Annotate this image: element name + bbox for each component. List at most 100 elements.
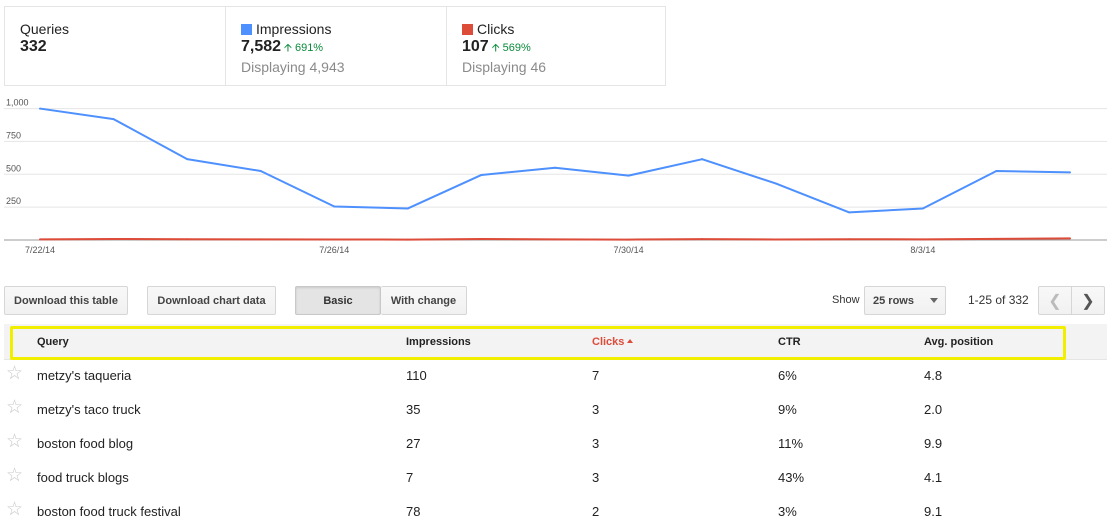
download-chart-data-button[interactable]: Download chart data — [147, 286, 276, 315]
data-point-clicks[interactable] — [848, 238, 851, 241]
previous-page-button[interactable]: ❮ — [1038, 286, 1072, 315]
data-point-impressions[interactable] — [554, 166, 556, 169]
data-point-clicks[interactable] — [1069, 237, 1071, 240]
star-icon[interactable]: ☆ — [6, 465, 24, 486]
show-label: Show — [832, 294, 860, 306]
clicks-value: 107 — [462, 38, 489, 55]
data-point-impressions[interactable] — [480, 173, 483, 176]
cell-query[interactable]: food truck blogs — [37, 470, 129, 485]
cell-impressions: 35 — [406, 402, 421, 417]
cell-ctr: 11% — [778, 436, 804, 451]
column-header-impressions[interactable]: Impressions — [406, 336, 471, 348]
data-point-impressions[interactable] — [186, 158, 189, 161]
data-point-clicks[interactable] — [333, 238, 336, 241]
chevron-right-icon: ❯ — [1081, 292, 1095, 310]
column-header-ctr[interactable]: CTR — [778, 336, 801, 348]
chevron-left-icon: ❮ — [1048, 292, 1062, 310]
data-point-impressions[interactable] — [259, 170, 262, 172]
impressions-change: 691% — [294, 42, 324, 54]
cell-ctr: 43% — [778, 470, 805, 485]
data-point-impressions[interactable] — [112, 118, 115, 121]
data-point-clicks[interactable] — [627, 238, 630, 241]
data-point-clicks[interactable] — [259, 238, 262, 241]
data-point-impressions[interactable] — [627, 174, 630, 177]
table-header — [4, 324, 1107, 360]
cell-query[interactable]: metzy's taqueria — [37, 368, 132, 383]
data-point-impressions[interactable] — [701, 158, 704, 161]
data-point-clicks[interactable] — [186, 238, 189, 241]
impressions-color-swatch — [241, 23, 252, 35]
cell-query[interactable]: metzy's taco truck — [37, 402, 141, 417]
x-tick-label: 7/26/14 — [319, 245, 349, 255]
data-point-clicks[interactable] — [701, 238, 704, 241]
x-tick-label: 8/3/14 — [910, 245, 935, 255]
table-row[interactable]: ☆ metzy's taqueria 110 7 6% 4.8 — [0, 359, 1115, 393]
star-icon[interactable]: ☆ — [6, 499, 24, 520]
cell-impressions: 7 — [406, 470, 414, 485]
view-mode-toggle: Basic With change — [295, 286, 467, 315]
cell-impressions: 110 — [406, 368, 427, 383]
data-point-impressions[interactable] — [39, 107, 41, 110]
cell-clicks: 3 — [592, 402, 600, 417]
column-header-query[interactable]: Query — [37, 336, 69, 348]
data-point-impressions[interactable] — [774, 182, 777, 185]
impressions-stat-card[interactable]: Impressions 7,582 🡩 691% Displaying 4,943 — [225, 6, 447, 86]
cell-ctr: 9% — [778, 402, 797, 417]
star-icon[interactable]: ☆ — [6, 431, 24, 452]
arrow-up-icon: 🡩 — [284, 42, 292, 54]
clicks-stat-card[interactable]: Clicks 107 🡩 569% Displaying 46 — [446, 6, 666, 86]
clicks-displaying: Displaying 46 — [462, 59, 547, 75]
header-highlight-annotation — [10, 326, 1066, 360]
y-tick-label: 1,000 — [6, 98, 29, 108]
cell-impressions: 78 — [406, 504, 421, 519]
y-tick-label: 500 — [6, 163, 21, 173]
next-page-button[interactable]: ❯ — [1071, 286, 1105, 315]
data-point-clicks[interactable] — [112, 237, 115, 240]
basic-view-button[interactable]: Basic — [295, 286, 381, 315]
y-tick-label: 750 — [6, 130, 21, 140]
arrow-up-icon: 🡩 — [491, 42, 500, 54]
data-point-clicks[interactable] — [921, 238, 924, 241]
cell-position: 2.0 — [924, 402, 943, 417]
cell-clicks: 3 — [592, 436, 600, 451]
star-icon[interactable]: ☆ — [6, 363, 24, 384]
data-point-clicks[interactable] — [39, 238, 41, 241]
data-point-impressions[interactable] — [848, 211, 851, 214]
queries-stat-card[interactable]: Queries 332 — [4, 6, 226, 86]
rows-per-page-select[interactable]: 25 rows — [864, 286, 946, 315]
cell-position: 9.9 — [924, 436, 943, 451]
data-point-impressions[interactable] — [995, 170, 998, 172]
column-header-avg-position[interactable]: Avg. position — [924, 336, 994, 348]
data-point-clicks[interactable] — [774, 238, 777, 241]
data-point-impressions[interactable] — [1069, 171, 1071, 174]
queries-label: Queries — [20, 21, 70, 37]
y-tick-label: 250 — [6, 196, 21, 206]
with-change-view-button[interactable]: With change — [381, 286, 467, 315]
rows-per-page-value: 25 rows — [873, 294, 914, 307]
impressions-label: Impressions — [256, 21, 332, 37]
pagination-range: 1-25 of 332 — [968, 293, 1029, 307]
data-point-clicks[interactable] — [554, 238, 556, 241]
data-point-clicks[interactable] — [995, 237, 998, 240]
x-tick-label: 7/30/14 — [614, 245, 644, 255]
data-point-impressions[interactable] — [921, 207, 924, 210]
table-row[interactable]: ☆ boston food blog 27 3 11% 9.9 — [0, 427, 1115, 461]
cell-query[interactable]: boston food truck festival — [37, 504, 181, 519]
data-point-impressions[interactable] — [333, 205, 336, 208]
cell-ctr: 3% — [778, 504, 797, 519]
table-row[interactable]: ☆ metzy's taco truck 35 3 9% 2.0 — [0, 393, 1115, 427]
data-point-clicks[interactable] — [480, 237, 483, 240]
download-table-button[interactable]: Download this table — [4, 286, 128, 315]
clicks-label: Clicks — [477, 21, 515, 37]
column-header-clicks[interactable]: Clicks — [592, 336, 634, 348]
impressions-value: 7,582 — [241, 38, 282, 55]
cell-query[interactable]: boston food blog — [37, 436, 134, 451]
table-row[interactable]: ☆ food truck blogs 7 3 43% 4.1 — [0, 461, 1115, 495]
star-icon[interactable]: ☆ — [6, 397, 24, 418]
queries-value: 332 — [20, 38, 47, 55]
data-point-clicks[interactable] — [406, 238, 409, 241]
cell-impressions: 27 — [406, 436, 421, 451]
chevron-down-icon — [930, 298, 938, 303]
data-point-impressions[interactable] — [406, 207, 409, 210]
table-row[interactable]: ☆ boston food truck festival 78 2 3% 9.1 — [0, 495, 1115, 524]
